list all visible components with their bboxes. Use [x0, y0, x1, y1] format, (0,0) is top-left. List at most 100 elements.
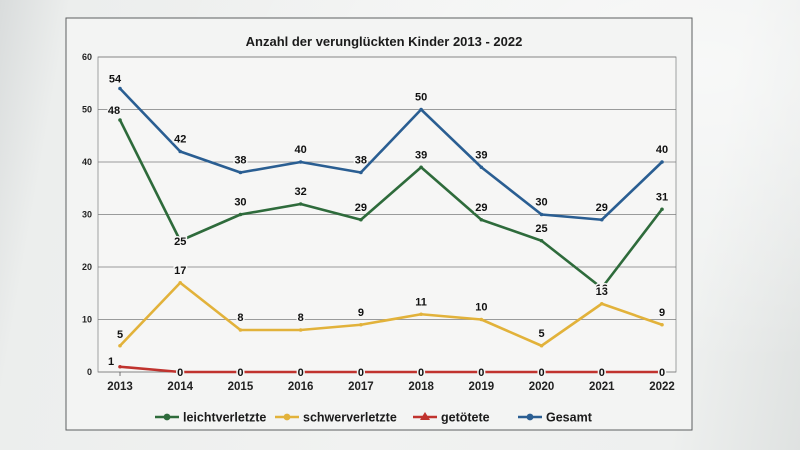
data-point-Gesamt — [178, 149, 183, 154]
data-label: 40 — [656, 144, 668, 156]
legend-marker-schwerverletzte — [283, 413, 291, 421]
data-point-getötete — [419, 370, 423, 374]
data-label: 9 — [659, 307, 665, 319]
x-tick-label: 2020 — [529, 381, 555, 393]
x-tick-label: 2021 — [589, 381, 615, 393]
data-point-getötete — [539, 370, 544, 374]
data-label: 0 — [599, 367, 605, 379]
data-label: 0 — [418, 367, 424, 379]
data-point-getötete — [298, 370, 303, 374]
y-tick-label: 40 — [82, 157, 92, 167]
y-tick-label: 50 — [82, 105, 92, 115]
data-point-schwerverletzte — [118, 343, 122, 348]
data-label: 32 — [295, 186, 307, 198]
data-point-Gesamt — [479, 165, 484, 170]
data-point-leichtverletzte — [539, 238, 544, 243]
data-point-schwerverletzte — [178, 280, 183, 285]
data-label: 38 — [355, 155, 367, 167]
data-point-leichtverletzte — [419, 165, 423, 170]
data-label: 10 — [475, 302, 487, 314]
data-label: 40 — [295, 144, 307, 156]
x-tick-label: 2013 — [107, 381, 133, 393]
data-label: 39 — [475, 149, 487, 161]
data-label: 0 — [659, 367, 665, 379]
data-label: 1 — [108, 356, 114, 368]
data-point-schwerverletzte — [298, 328, 303, 332]
data-label: 0 — [538, 367, 544, 379]
legend-label-getötete: getötete — [441, 411, 490, 425]
data-label: 8 — [237, 312, 243, 324]
data-point-getötete — [238, 370, 243, 374]
data-point-schwerverletzte — [479, 317, 484, 322]
data-label: 0 — [478, 367, 484, 379]
data-point-getötete — [599, 370, 604, 374]
legend: leichtverletzte schwerverletzte getötete Ge… — [155, 411, 593, 425]
data-point-schwerverletzte — [599, 301, 604, 306]
data-label: 48 — [108, 105, 120, 117]
data-point-Gesamt — [298, 160, 303, 164]
data-point-Gesamt — [419, 107, 423, 112]
data-point-leichtverletzte — [479, 217, 484, 222]
grid-lines — [97, 56, 677, 373]
data-point-Gesamt — [539, 212, 544, 217]
data-point-leichtverletzte — [178, 238, 183, 243]
data-label: 25 — [174, 236, 186, 248]
data-label: 38 — [234, 155, 246, 167]
data-point-getötete — [479, 370, 484, 374]
data-label: 29 — [355, 202, 367, 214]
data-point-schwerverletzte — [660, 322, 664, 327]
data-label: 9 — [358, 307, 364, 319]
legend-label-schwerverletzte: schwerverletzte — [303, 411, 397, 425]
data-label: 50 — [415, 92, 427, 104]
data-point-leichtverletzte — [238, 212, 243, 217]
data-point-Gesamt — [599, 217, 604, 222]
data-label: 54 — [109, 74, 122, 86]
data-point-Gesamt — [118, 86, 122, 91]
legend-marker-triangle — [420, 412, 430, 420]
legend-marker-leichtverletzte — [163, 413, 171, 421]
data-point-Gesamt — [660, 160, 664, 164]
x-tick-label: 2016 — [288, 381, 314, 393]
data-label: 17 — [174, 265, 186, 277]
series-line-Gesamt — [119, 87, 663, 222]
legend-label-Gesamt: Gesamt — [546, 411, 593, 425]
data-point-leichtverletzte — [359, 217, 363, 222]
data-point-getötete — [178, 370, 183, 374]
data-point-schwerverletzte — [419, 312, 423, 317]
series-line-schwerverletzte — [119, 281, 663, 348]
data-label: 30 — [234, 197, 246, 209]
x-tick-label: 2014 — [167, 381, 193, 393]
data-label: 29 — [475, 202, 487, 214]
data-label: 5 — [117, 329, 123, 341]
data-label: 30 — [535, 197, 547, 209]
data-label: 0 — [237, 367, 243, 379]
data-point-schwerverletzte — [238, 328, 243, 332]
data-label: 0 — [298, 367, 304, 379]
data-point-Gesamt — [359, 170, 363, 175]
data-point-leichtverletzte — [599, 286, 604, 290]
x-tick-label: 2015 — [228, 381, 254, 393]
data-label: 42 — [174, 134, 186, 146]
data-point-schwerverletzte — [539, 343, 544, 348]
y-tick-label: 10 — [82, 315, 92, 325]
y-tick-label: 0 — [87, 367, 92, 377]
legend-label-leichtverletzte: leichtverletzte — [183, 411, 266, 425]
data-point-getötete — [359, 370, 363, 374]
data-label: 29 — [596, 202, 608, 214]
x-tick-label: 2022 — [649, 381, 675, 393]
series-line-leichtverletzte — [118, 119, 664, 290]
data-point-getötete — [660, 370, 664, 374]
legend-marker-Gesamt — [526, 413, 534, 421]
data-label: 39 — [415, 149, 427, 161]
x-tick-label: 2019 — [469, 381, 495, 393]
data-label: 13 — [596, 286, 608, 298]
data-label: 31 — [656, 191, 668, 203]
data-point-leichtverletzte — [298, 202, 303, 206]
data-label: 8 — [298, 312, 304, 324]
x-tick-label: 2018 — [408, 381, 434, 393]
y-tick-label: 60 — [82, 52, 92, 62]
data-label: 0 — [177, 367, 183, 379]
data-label: 11 — [415, 296, 427, 308]
